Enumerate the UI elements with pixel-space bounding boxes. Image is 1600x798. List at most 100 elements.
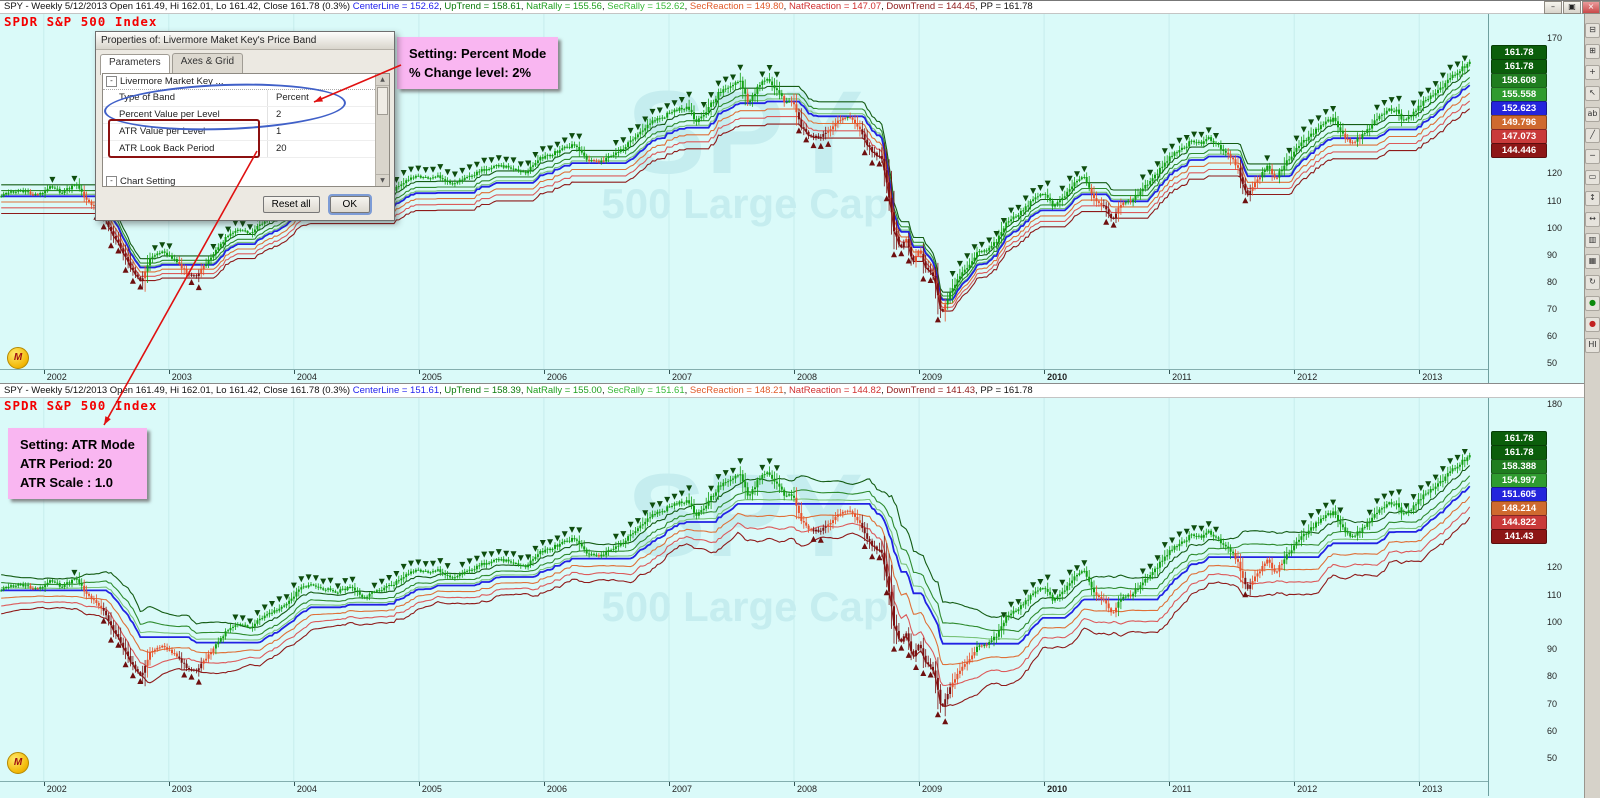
param-value[interactable]: 2 [276,109,282,120]
time-axis-label: 2003 [171,372,192,382]
time-axis-label: 2006 [546,372,567,382]
param-row-percent-value-per-level[interactable]: Percent Value per Level 2 [103,107,389,124]
param-row-atr-look-back-period[interactable]: ATR Look Back Period 20 [103,141,389,158]
horizontal-scale-icon[interactable]: ↔ [1585,212,1600,227]
param-name: ATR Look Back Period [103,141,268,157]
header-segment: NatReaction = 144.82 [788,385,882,396]
group-label: Livermore Market Key ... [120,76,224,87]
horizontal-line-icon[interactable]: ─ [1585,149,1600,164]
time-axis-label: 2010 [1047,784,1068,794]
panel1-price-axis[interactable]: 170 120 110 100 90 80 70 60 50 161.78 161.78 158.60… [1488,13,1586,383]
vertical-scale-icon[interactable]: ↕ [1585,191,1600,206]
time-axis-tickmark [1169,370,1171,374]
drawing-toolbar: ⊟ ⊞ + ↖ ab ╱ ─ ▭ ↕ ↔ ▥ ▦ ↻ ● ● HI [1584,13,1600,798]
price-axis-tick: 100 [1547,222,1563,233]
header-segment: PP = 161.78 [980,1,1033,12]
ok-button[interactable]: OK [327,194,373,215]
refresh-icon[interactable]: ↻ [1585,275,1600,290]
price-axis-tick: 110 [1547,589,1562,600]
parameters-table: - Livermore Market Key ... Type of Band Pe… [102,73,390,187]
header-segment: , [783,385,789,396]
table-scrollbar[interactable]: ▲ ▼ [375,74,389,186]
bar-chart-icon[interactable]: ▥ [1585,233,1600,248]
close-button[interactable]: × [1582,1,1600,14]
grid-icon[interactable]: ▦ [1585,254,1600,269]
tab-axes-grid[interactable]: Axes & Grid [171,53,244,74]
header-segment: DownTrend = 141.43 [886,385,976,396]
percent-mode-annotation: Setting: Percent Mode % Change level: 2% [397,37,559,89]
param-name: ATR Value per Level [103,124,268,140]
panel-maximize-icon[interactable]: ⊞ [1585,44,1600,59]
price-axis-tick: 110 [1547,195,1562,206]
header-segment: , [881,1,887,12]
time-axis-tickmark [168,782,170,786]
text-note-icon[interactable]: ab [1585,107,1600,122]
time-axis-label: 2011 [1172,372,1192,382]
param-row-type-of-band[interactable]: Type of Band Percent [103,90,389,107]
scroll-down-arrow[interactable]: ▼ [376,174,389,186]
annotation-line: Setting: Percent Mode [409,46,547,61]
pointer-icon[interactable]: ↖ [1585,86,1600,101]
header-segment: NatRally = 155.56 [526,1,602,12]
time-axis-tickmark [668,370,670,374]
param-row-atr-value-per-level[interactable]: ATR Value per Level 1 [103,124,389,141]
time-axis-label: 2004 [296,784,317,794]
header-segment: , [783,1,789,12]
annotation-line: ATR Scale : 1.0 [20,475,113,490]
time-axis-label: 2010 [1047,372,1068,382]
reset-all-button[interactable]: Reset all [262,196,320,213]
scroll-thumb[interactable] [377,87,388,115]
header-segment: SecReaction = 148.21 [689,385,784,396]
param-value[interactable]: Percent [276,92,309,103]
panel1-time-axis[interactable]: 2002 2003 2004 2005 2006 2007 2008 2009 2010 2011… [0,369,1488,384]
price-tag: 161.78 [1491,45,1547,60]
bullish-marker-icon[interactable]: ● [1585,296,1600,311]
panel2-time-axis[interactable]: 2002 2003 2004 2005 2006 2007 2008 2009 2010 2011… [0,781,1488,797]
header-segment: , [684,385,690,396]
header-segment: , [439,1,445,12]
price-tag: 161.78 [1491,431,1547,446]
param-name: Type of Band [103,90,268,106]
collapse-icon[interactable]: - [106,76,117,87]
time-axis-tickmark [543,782,545,786]
header-segment: SecReaction = 149.80 [689,1,784,12]
time-axis-tickmark [1044,782,1046,786]
header-segment: , [975,385,981,396]
panel2-price-axis[interactable]: 180 120 110 100 90 80 70 60 50 161.78 161.78 158.38… [1488,396,1586,796]
time-axis-tickmark [418,782,420,786]
annotation-line: ATR Period: 20 [20,456,113,471]
trendline-icon[interactable]: ╱ [1585,128,1600,143]
time-axis-label: 2008 [797,784,818,794]
bearish-marker-icon[interactable]: ● [1585,317,1600,332]
price-tag: 141.43 [1491,529,1547,544]
time-axis-tickmark [293,782,295,786]
time-axis-label: 2004 [296,372,317,382]
minimize-button[interactable]: – [1544,1,1562,14]
group-label: Chart Setting [120,176,176,187]
rectangle-draw-icon[interactable]: ▭ [1585,170,1600,185]
collapse-icon[interactable]: - [106,176,117,186]
time-axis-tickmark [1419,782,1421,786]
chart-logo-badge: M [7,347,29,369]
price-axis-tick: 180 [1547,399,1563,409]
group-livermore-market-key[interactable]: - Livermore Market Key ... [103,74,389,90]
crosshair-icon[interactable]: + [1585,65,1600,80]
header-segment: SecRally = 151.61 [607,385,685,396]
dialog-titlebar[interactable]: Properties of: Livermore Maket Key's Pri… [96,32,394,50]
tab-parameters[interactable]: Parameters [100,54,170,75]
header-segment: , [520,385,527,396]
scroll-up-arrow[interactable]: ▲ [376,74,389,86]
dialog-tabs: Parameters Axes & Grid [96,50,394,75]
restore-button[interactable]: ▣ [1563,1,1581,14]
group-chart-setting[interactable]: - Chart Setting [103,174,389,187]
time-axis-label: 2007 [671,784,692,794]
panel-minimize-icon[interactable]: ⊟ [1585,23,1600,38]
param-value[interactable]: 20 [276,143,287,154]
atr-mode-annotation: Setting: ATR Mode ATR Period: 20 ATR Sca… [8,428,147,499]
high-low-icon[interactable]: HI [1585,338,1600,353]
header-segment: SPY - Weekly 5/12/2013 Open 161.49, Hi 1… [4,385,353,396]
param-value[interactable]: 1 [276,126,282,137]
price-axis-tick: 70 [1547,698,1558,709]
time-axis-label: 2012 [1297,784,1318,794]
